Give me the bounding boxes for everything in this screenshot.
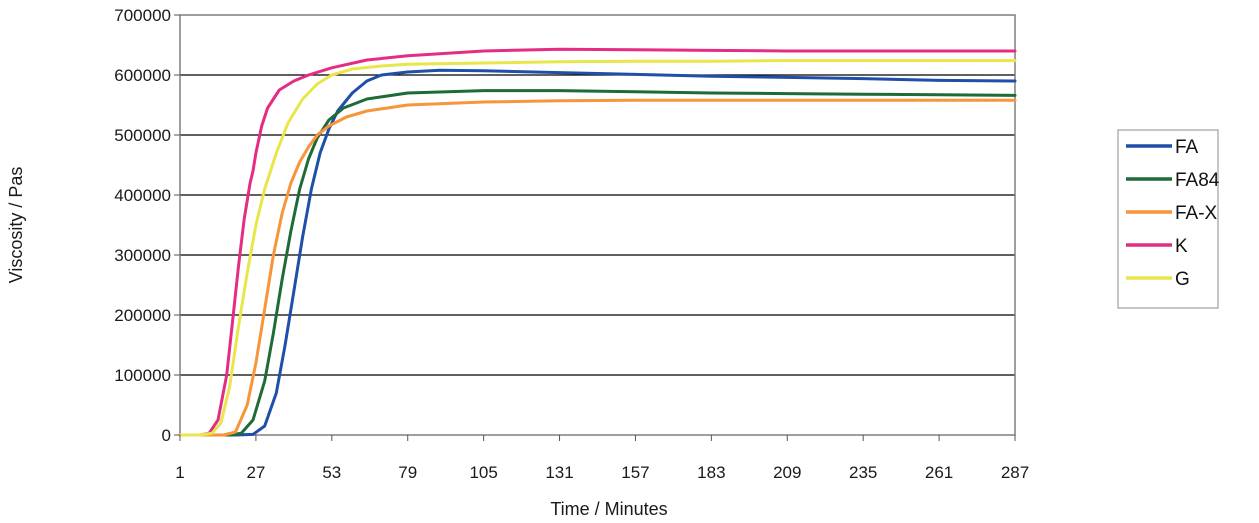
y-tick-labels: 0 100000 200000 300000 400000 500000 600000 700… [114, 6, 180, 445]
x-axis-title: Time / Minutes [550, 499, 667, 519]
legend-label: K [1175, 236, 1188, 257]
y-axis-title: Viscosity / Pas [6, 167, 26, 284]
x-tick-labels: 1 27 53 79 105 131 157 183 209 235 261 287 [175, 435, 1029, 482]
y-tick-label: 100000 [114, 366, 171, 385]
series-line-g [178, 59, 1017, 437]
x-tick-label: 53 [322, 463, 341, 482]
x-tick-label: 27 [246, 463, 265, 482]
legend-label: FA84 [1175, 170, 1220, 191]
series-line-fa [178, 68, 1017, 437]
legend-label: FA [1175, 137, 1199, 158]
y-tick-label: 300000 [114, 246, 171, 265]
series-line-fa-x [178, 98, 1017, 437]
series-line-k [178, 47, 1017, 437]
legend-label: G [1175, 269, 1190, 290]
x-tick-label: 183 [697, 463, 725, 482]
legend-label: FA-X [1175, 203, 1218, 224]
legend: FA FA84 FA-X KG [1117, 129, 1220, 309]
x-tick-label: 1 [175, 463, 184, 482]
series-line-fa84 [178, 89, 1017, 437]
y-tick-label: 600000 [114, 66, 171, 85]
y-tick-label: 200000 [114, 306, 171, 325]
x-tick-label: 131 [545, 463, 573, 482]
y-tick-label: 0 [162, 426, 171, 445]
y-tick-label: 700000 [114, 6, 171, 25]
series-lines [178, 47, 1017, 437]
x-tick-label: 209 [773, 463, 801, 482]
x-tick-label: 157 [621, 463, 649, 482]
y-tick-label: 400000 [114, 186, 171, 205]
x-tick-label: 287 [1001, 463, 1029, 482]
y-tick-label: 500000 [114, 126, 171, 145]
plot-area [179, 14, 1016, 436]
x-tick-label: 261 [925, 463, 953, 482]
x-tick-label: 79 [398, 463, 417, 482]
x-tick-label: 235 [849, 463, 877, 482]
x-tick-label: 105 [469, 463, 497, 482]
